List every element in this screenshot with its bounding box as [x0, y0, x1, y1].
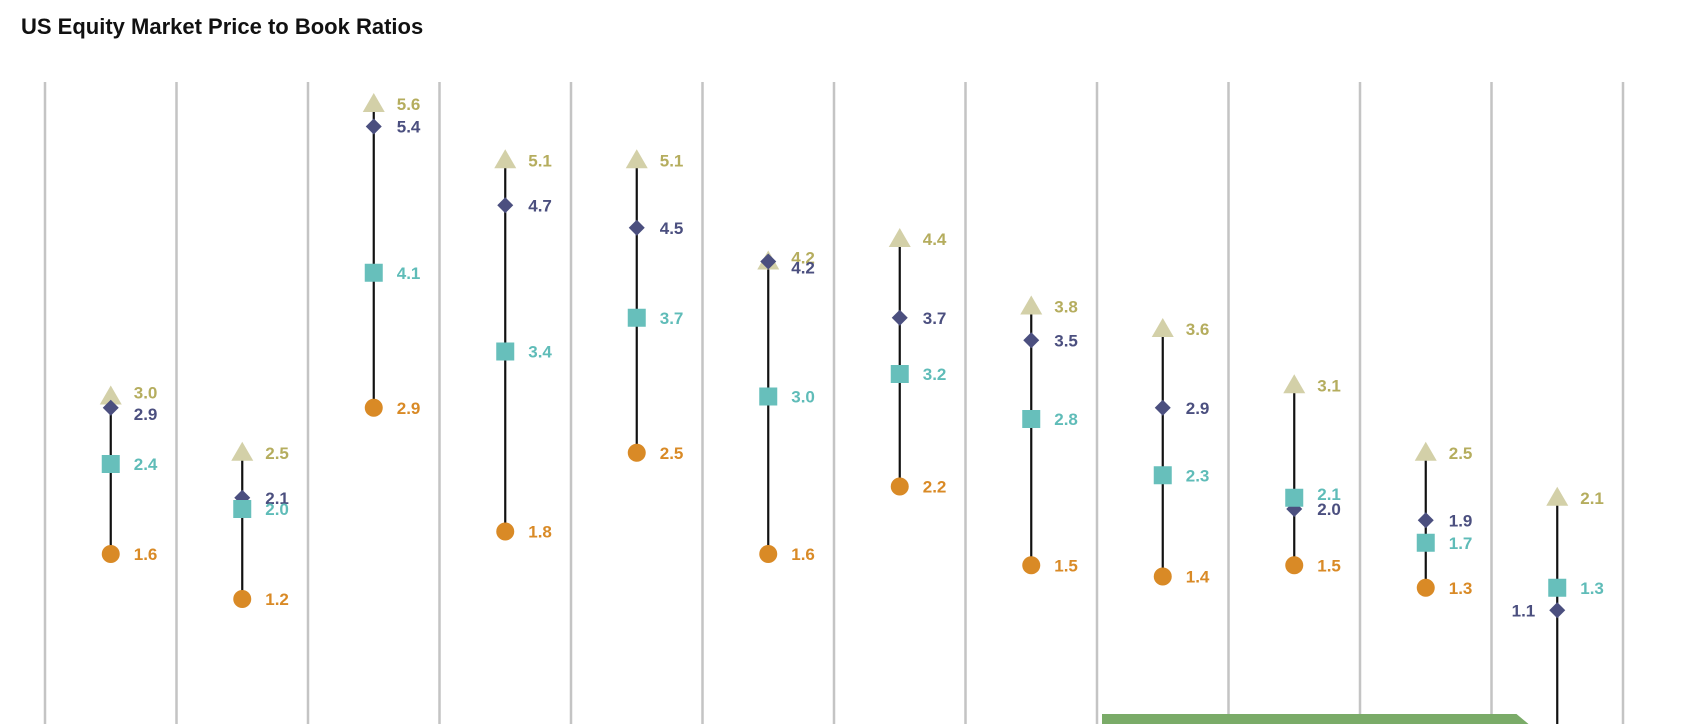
diamond-marker	[1023, 332, 1040, 349]
data-label: 2.9	[1186, 399, 1210, 418]
data-label: 3.5	[1054, 331, 1078, 350]
square-marker	[627, 308, 646, 327]
data-label: 1.3	[1580, 579, 1604, 598]
data-label: 2.5	[265, 444, 289, 463]
data-label: 5.1	[660, 151, 684, 170]
diamond-marker	[891, 309, 908, 326]
circle-marker	[1153, 567, 1172, 586]
data-label: 1.9	[1449, 511, 1473, 530]
triangle-marker	[99, 385, 122, 405]
circle-marker	[759, 545, 778, 563]
data-label: 1.1	[1512, 601, 1536, 620]
square-marker	[101, 455, 120, 473]
data-label: 2.5	[1449, 444, 1473, 463]
triangle-marker	[1020, 295, 1043, 315]
data-label: 2.2	[923, 478, 947, 497]
data-label: 3.0	[791, 388, 815, 407]
data-label: 2.1	[265, 489, 289, 508]
data-labels: 3.0 2.5 5.6 5.1 5.1 4.2 4.4 3.8 3.6 3.1 2.5 2.1 2.9 2…	[134, 95, 1604, 620]
circle-marker	[1285, 556, 1304, 575]
data-label: 3.2	[923, 365, 947, 384]
triangle-marker	[625, 149, 648, 169]
data-label: 2.3	[1186, 466, 1210, 485]
diamond-marker	[1154, 399, 1171, 416]
data-label: 2.1	[1580, 489, 1604, 508]
data-label: 2.9	[397, 399, 421, 418]
triangle-marker	[1151, 318, 1174, 337]
data-label: 3.0	[134, 384, 158, 403]
circle-marker	[233, 590, 252, 608]
data-label: 1.4	[1186, 568, 1210, 587]
circle-marker	[496, 522, 515, 541]
diamond-marker	[1417, 512, 1434, 529]
data-label: 3.1	[1317, 376, 1341, 395]
data-label: 2.1	[1317, 485, 1341, 504]
data-label: 1.8	[528, 523, 552, 542]
circle-marker	[101, 545, 120, 563]
triangle-marker	[494, 149, 517, 169]
data-label: 3.8	[1054, 298, 1078, 317]
range-lines	[109, 104, 1559, 724]
data-label: 3.7	[660, 309, 684, 328]
diamond-marker	[628, 219, 645, 236]
square-marker	[890, 365, 909, 383]
data-label: 4.4	[923, 230, 947, 249]
circle-marker	[890, 477, 909, 496]
diamond-marker	[760, 253, 777, 270]
data-label: 1.6	[134, 545, 158, 564]
square-marker	[1548, 578, 1567, 597]
data-label: 4.2	[791, 259, 815, 278]
data-label: 2.0	[265, 500, 289, 519]
square-marker	[1153, 466, 1172, 485]
circle-marker	[1416, 578, 1435, 597]
data-label: 3.4	[528, 343, 552, 362]
diamond-marker	[365, 118, 382, 135]
data-label: 5.1	[528, 151, 552, 170]
circle-marker	[1022, 556, 1041, 575]
data-label: 2.8	[1054, 410, 1078, 429]
data-label: 4.2	[791, 249, 815, 268]
triangle-marker	[1546, 486, 1569, 506]
data-label: 5.6	[397, 95, 421, 114]
data-markers	[99, 93, 1569, 619]
circle-marker	[627, 443, 646, 462]
data-label: 4.1	[397, 264, 421, 283]
highlight-bar-group	[1102, 714, 1529, 724]
data-label: 4.7	[528, 196, 552, 215]
data-label: 1.2	[265, 590, 289, 609]
data-label: 2.5	[660, 444, 684, 463]
data-label: 5.4	[397, 118, 421, 137]
square-marker	[759, 387, 778, 406]
triangle-marker	[888, 228, 911, 247]
gridlines	[43, 82, 1625, 724]
data-label: 1.3	[1449, 579, 1473, 598]
diamond-marker	[497, 197, 514, 214]
data-label: 1.6	[791, 545, 815, 564]
square-marker	[496, 342, 515, 361]
diamond-marker	[102, 399, 119, 416]
square-marker	[364, 263, 383, 282]
data-label: 4.5	[660, 219, 684, 238]
triangle-marker	[231, 441, 254, 461]
data-label: 1.5	[1054, 556, 1078, 575]
square-marker	[1022, 410, 1041, 428]
data-label: 3.6	[1186, 320, 1210, 339]
diamond-marker	[1549, 602, 1566, 619]
square-marker	[1285, 488, 1304, 507]
triangle-marker	[362, 93, 385, 112]
data-label: 2.0	[1317, 500, 1341, 519]
data-label: 1.7	[1449, 534, 1473, 553]
chart-title: US Equity Market Price to Book Ratios	[21, 14, 424, 39]
highlight-bar	[1102, 714, 1529, 724]
data-label: 2.9	[134, 405, 158, 424]
data-label: 3.7	[923, 309, 947, 328]
square-marker	[1416, 533, 1435, 552]
data-label: 1.5	[1317, 556, 1341, 575]
square-marker	[233, 500, 252, 518]
data-label: 2.4	[134, 455, 158, 474]
triangle-marker	[1283, 374, 1306, 394]
circle-marker	[364, 398, 383, 417]
triangle-marker	[1414, 441, 1437, 461]
